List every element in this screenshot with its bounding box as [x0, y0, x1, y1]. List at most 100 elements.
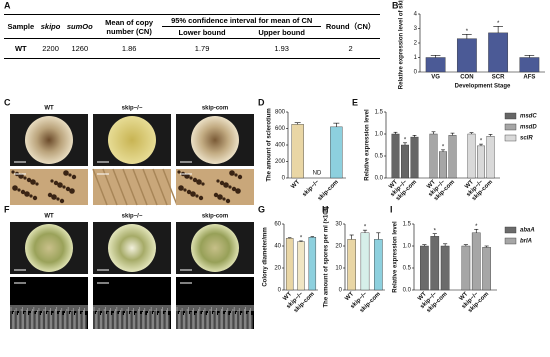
- bar: [410, 136, 419, 179]
- x-tick-label: WT: [464, 179, 475, 190]
- photo-title: skip−/−: [122, 214, 143, 220]
- hyphae: [162, 168, 178, 206]
- sclerotium: [56, 197, 60, 201]
- y-tick-label: 0: [282, 176, 286, 182]
- y-tick-label: 0.5: [375, 154, 384, 160]
- bar: [391, 133, 400, 179]
- bar: [330, 126, 343, 179]
- bar: [429, 133, 438, 179]
- bar: [471, 232, 481, 291]
- photo-title: skip-com: [202, 214, 228, 220]
- significance: *: [404, 137, 407, 143]
- sclerotium: [201, 182, 205, 186]
- y-axis-title: The amount of sclerotium: [267, 108, 273, 181]
- header-cell: sumOo: [63, 14, 97, 39]
- hyphae: [112, 168, 128, 206]
- photo-title: WT: [44, 214, 54, 220]
- sclerotium: [20, 189, 26, 195]
- y-tick-label: 1.0: [403, 244, 412, 250]
- legend-label: brlA: [520, 239, 532, 245]
- table-row: WT 2200 1260 1.86 1.79 1.93 2: [4, 38, 380, 59]
- sclerotium: [53, 180, 59, 186]
- x-tick-label: WT: [417, 291, 428, 302]
- significance: *: [434, 228, 437, 234]
- x-tick-label: WT: [388, 179, 399, 190]
- sclerotium: [183, 188, 187, 192]
- significance: *: [475, 224, 478, 230]
- legend-swatch: [504, 123, 517, 131]
- photos: WT skip−/− skip-com WT skip−/− skip-com: [10, 106, 254, 329]
- colony: [191, 116, 239, 164]
- y-tick-label: 0: [278, 288, 282, 294]
- y-tick-label: 1.5: [403, 222, 412, 228]
- bar: [285, 238, 294, 291]
- colony: [108, 224, 156, 272]
- hyphae: [132, 168, 148, 206]
- legend-swatch: [504, 112, 517, 120]
- x-tick-label: skip−/−: [302, 179, 321, 198]
- sclerotium: [23, 176, 27, 180]
- x-tick-label: skip-com: [317, 179, 340, 202]
- sclerotium: [65, 186, 71, 192]
- legend-swatch: [504, 134, 517, 142]
- y-axis-title: Colony diameter/mm: [263, 227, 269, 286]
- sclerotium: [178, 185, 184, 191]
- sclerotium: [237, 174, 243, 180]
- legend-label: msdD: [520, 125, 537, 131]
- sclerotium: [235, 188, 241, 194]
- sclerotium: [196, 179, 202, 185]
- bar: [430, 236, 440, 291]
- sclerotium: [216, 179, 220, 183]
- sclerotium: [222, 197, 226, 201]
- spore-layer: [93, 305, 171, 311]
- sclerotium: [184, 173, 190, 179]
- colony: [25, 224, 73, 272]
- legend-swatch: [504, 237, 517, 245]
- y-tick-label: 3: [414, 26, 418, 32]
- table-cell: 1.93: [242, 38, 322, 59]
- bar: [456, 38, 477, 73]
- bar: [440, 245, 450, 291]
- header-cell: Upper bound: [242, 26, 322, 39]
- sclerotium: [195, 194, 199, 198]
- legend-swatch: [504, 226, 517, 234]
- sclerotium: [190, 191, 196, 197]
- y-axis-title: Relative expression level of skip: [399, 0, 405, 89]
- significance: *: [364, 225, 367, 231]
- sclerotium: [213, 192, 219, 198]
- bar: [477, 145, 486, 179]
- bar: [448, 135, 457, 179]
- y-axis-title: Relative expression level: [365, 109, 371, 181]
- sclerotium: [32, 195, 38, 201]
- table-body: WT 2200 1260 1.86 1.79 1.93 2: [4, 38, 380, 59]
- bar: [297, 241, 305, 291]
- sclerotium: [234, 173, 238, 177]
- table-cell: 1260: [63, 38, 97, 59]
- y-axis-title: Relative expression level: [393, 221, 399, 293]
- y-tick-label: 0.0: [375, 176, 384, 182]
- sclerotium: [57, 182, 63, 188]
- x-tick-label: WT: [344, 291, 355, 302]
- sclerotium: [18, 173, 24, 179]
- sclerotium: [223, 182, 229, 188]
- header-cell: skipo: [37, 14, 64, 39]
- x-tick-label: AFS: [523, 75, 535, 81]
- sclerotium: [69, 188, 75, 194]
- sclerotium: [219, 180, 225, 186]
- bar: [347, 239, 356, 291]
- hyphae: [152, 168, 168, 206]
- header-cell: 95% confidence interval for mean of CN: [162, 14, 322, 27]
- significance: *: [466, 29, 469, 35]
- significance: *: [300, 236, 303, 242]
- panel-label: E: [352, 97, 358, 107]
- colony: [25, 116, 73, 164]
- bar: [308, 236, 317, 291]
- x-tick-label: WT: [426, 179, 437, 190]
- sclerotium: [217, 194, 223, 200]
- bar: [360, 232, 370, 291]
- photo-title: skip-com: [202, 106, 228, 112]
- table-cell: 2200: [37, 38, 64, 59]
- x-tick-label: WT: [282, 291, 293, 302]
- colony: [191, 224, 239, 272]
- x-tick-label: WT: [290, 179, 301, 190]
